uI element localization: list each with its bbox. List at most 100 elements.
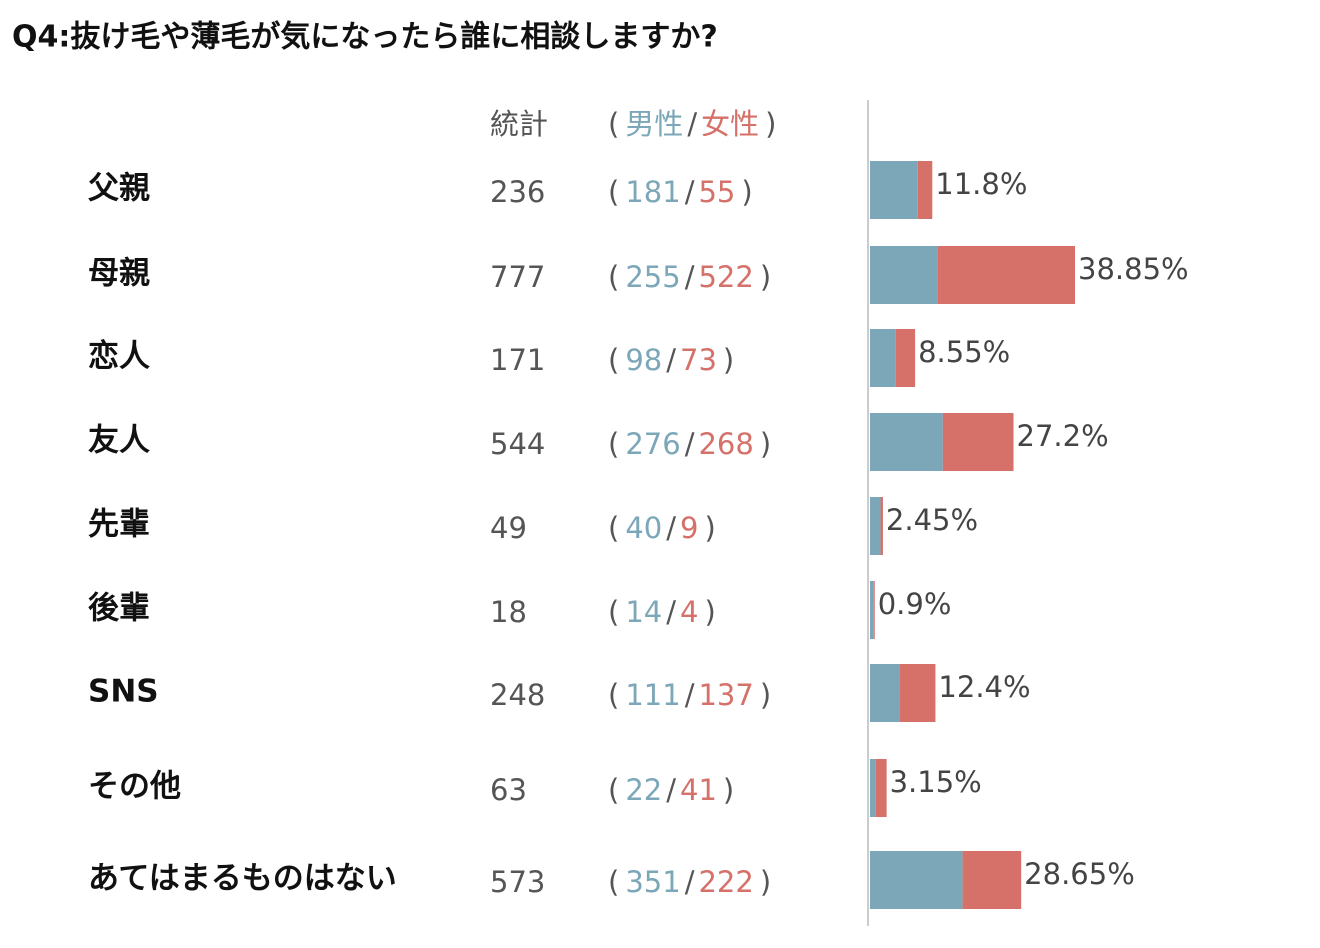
bar-segment <box>870 413 943 471</box>
total-count: 63 <box>490 773 527 807</box>
bar-segment <box>870 664 900 722</box>
paren: ) <box>760 427 771 461</box>
separator: / <box>666 595 676 629</box>
total-count: 236 <box>490 175 545 209</box>
breakdown: (22/41) <box>608 773 734 807</box>
separator: / <box>685 175 695 209</box>
category-label: 母親 <box>88 256 150 292</box>
paren: ( <box>608 773 619 807</box>
chart-title: Q4:抜け毛や薄毛が気になったら誰に相談しますか? <box>12 20 718 55</box>
paren: ( <box>608 865 619 899</box>
separator: / <box>685 678 695 712</box>
separator: / <box>685 865 695 899</box>
breakdown: (276/268) <box>608 427 771 461</box>
paren: ) <box>704 595 715 629</box>
separator: / <box>687 107 697 141</box>
paren: ) <box>760 865 771 899</box>
bar-segment <box>875 759 887 817</box>
value-label: 27.2% <box>1017 419 1109 453</box>
bar-segment <box>870 759 876 817</box>
male-count: 14 <box>625 595 662 629</box>
paren: ) <box>765 107 776 141</box>
bar-segment <box>870 246 938 304</box>
bar-stack <box>870 664 936 722</box>
total-count: 18 <box>490 595 527 629</box>
total-count: 248 <box>490 678 545 712</box>
bar-segment <box>870 329 896 387</box>
female-count: 9 <box>680 511 698 545</box>
category-label: 先輩 <box>88 507 150 543</box>
separator: / <box>685 427 695 461</box>
paren: ) <box>760 260 771 294</box>
value-label: 12.4% <box>938 670 1030 704</box>
female-count: 222 <box>698 865 753 899</box>
male-count: 276 <box>625 427 680 461</box>
bar-stack <box>870 851 1022 909</box>
paren: ( <box>608 343 619 377</box>
bar-stack <box>870 497 883 555</box>
bar-segment <box>880 497 883 555</box>
separator: / <box>666 343 676 377</box>
female-count: 268 <box>698 427 753 461</box>
male-count: 98 <box>625 343 662 377</box>
breakdown: (14/4) <box>608 595 716 629</box>
breakdown: (111/137) <box>608 678 771 712</box>
category-label: 父親 <box>88 171 150 207</box>
female-count: 522 <box>698 260 753 294</box>
paren: ) <box>741 175 752 209</box>
value-label: 11.8% <box>935 167 1027 201</box>
category-label: SNS <box>88 674 159 710</box>
male-count: 40 <box>625 511 662 545</box>
breakdown: (181/55) <box>608 175 753 209</box>
separator: / <box>666 773 676 807</box>
bar-segment <box>942 413 1014 471</box>
female-count: 55 <box>698 175 735 209</box>
male-count: 111 <box>625 678 680 712</box>
category-label: 恋人 <box>88 339 150 375</box>
paren: ) <box>704 511 715 545</box>
value-label: 38.85% <box>1078 252 1189 286</box>
bar-stack <box>870 581 875 639</box>
breakdown: (40/9) <box>608 511 716 545</box>
paren: ( <box>608 595 619 629</box>
paren: ) <box>723 343 734 377</box>
male-count: 22 <box>625 773 662 807</box>
paren: ( <box>608 511 619 545</box>
category-label: あてはまるものはない <box>88 861 397 897</box>
breakdown: (351/222) <box>608 865 771 899</box>
male-count: 181 <box>625 175 680 209</box>
legend-entry: 女性 <box>701 107 759 141</box>
legend-entry: 男性 <box>625 107 683 141</box>
value-label: 8.55% <box>918 335 1010 369</box>
bar-segment <box>870 851 963 909</box>
male-count: 351 <box>625 865 680 899</box>
bar-segment <box>870 497 881 555</box>
total-count: 544 <box>490 427 545 461</box>
breakdown: (98/73) <box>608 343 734 377</box>
paren: ) <box>760 678 771 712</box>
value-label: 2.45% <box>886 503 978 537</box>
breakdown: (255/522) <box>608 260 771 294</box>
bar-segment <box>870 161 918 219</box>
male-count: 255 <box>625 260 680 294</box>
total-count: 49 <box>490 511 527 545</box>
bar-stack <box>870 413 1014 471</box>
value-label: 28.65% <box>1024 857 1135 891</box>
value-label: 0.9% <box>878 587 952 621</box>
paren: ( <box>608 175 619 209</box>
paren: ( <box>608 678 619 712</box>
bar-stack <box>870 329 916 387</box>
bar-segment <box>873 581 875 639</box>
female-count: 41 <box>680 773 717 807</box>
separator: / <box>666 511 676 545</box>
bar-stack <box>870 161 933 219</box>
category-label: その他 <box>88 769 181 805</box>
total-count: 171 <box>490 343 545 377</box>
female-count: 4 <box>680 595 698 629</box>
bar-segment <box>899 664 936 722</box>
bar-segment <box>937 246 1075 304</box>
header-legend: (男性 / 女性) <box>608 107 776 141</box>
paren: ( <box>608 107 619 141</box>
